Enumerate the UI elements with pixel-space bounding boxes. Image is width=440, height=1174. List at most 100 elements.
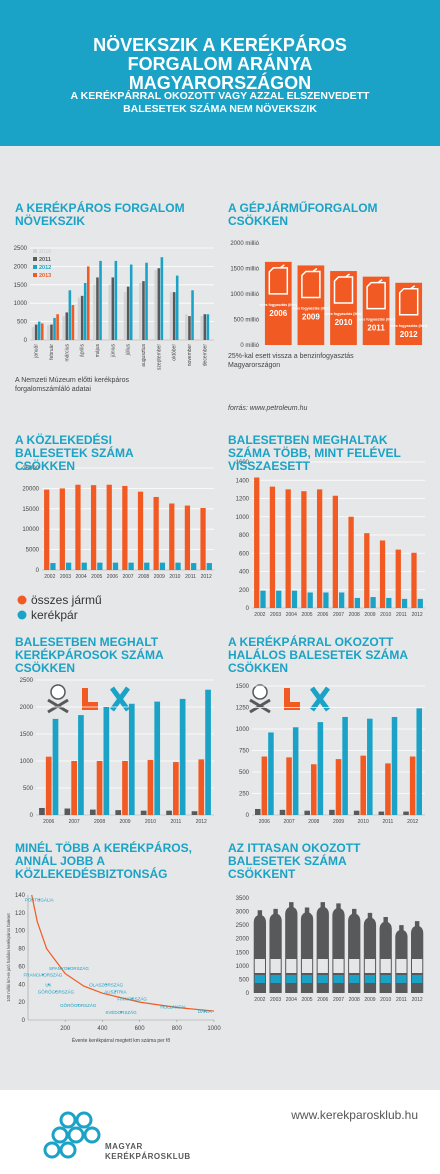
x-tick-label: 2010 — [380, 997, 391, 1003]
y-tick-label: 750 — [239, 749, 250, 755]
y-tick-label: 20 — [18, 1000, 25, 1006]
bottle-label — [364, 959, 376, 973]
y-tick-label: 600 — [239, 551, 250, 557]
legend-swatch — [33, 257, 37, 261]
bar — [206, 563, 212, 570]
bar — [154, 270, 158, 340]
y-tick-label: 0 — [246, 606, 250, 612]
bar — [353, 810, 360, 815]
bottle-band — [333, 975, 344, 983]
bar — [154, 701, 161, 815]
bar — [172, 292, 176, 340]
bar — [56, 314, 59, 340]
logo-text: KERÉKPÁROSKLUB — [105, 1152, 191, 1161]
bar — [137, 491, 144, 570]
bar — [80, 295, 84, 340]
y-tick-label: 2500 — [20, 678, 34, 684]
bottle-band — [349, 975, 360, 983]
bar — [96, 277, 99, 340]
bar — [378, 811, 385, 815]
x-tick-label: 2002 — [254, 997, 265, 1003]
y-tick-label: 20000 — [22, 486, 39, 492]
bar — [89, 809, 96, 815]
bar — [122, 761, 128, 815]
bar — [169, 503, 175, 570]
bar — [31, 327, 35, 340]
bar — [126, 286, 130, 340]
x-tick-label: április — [80, 344, 86, 358]
x-tick-label: 2012 — [412, 997, 423, 1003]
bar — [115, 810, 122, 815]
bar — [39, 807, 45, 815]
y-tick-label: 1000 — [20, 759, 34, 765]
y-tick-label: 80 — [18, 947, 25, 953]
bar — [285, 489, 291, 608]
footer-url[interactable]: www.kerekparosklub.hu — [291, 1108, 418, 1122]
bar — [276, 590, 282, 608]
y-tick-label: 800 — [239, 533, 250, 539]
bar — [269, 486, 276, 608]
bar — [44, 489, 50, 570]
bar — [206, 314, 210, 340]
x-tick-label: 2009 — [302, 312, 320, 321]
chart-title: MINÉL TÖBB A KERÉKPÁROS, ANNÁL JOBB A KÖ… — [15, 841, 192, 881]
legend-swatch — [33, 273, 37, 277]
y-tick-label: 140 — [15, 893, 26, 899]
bar — [304, 810, 310, 815]
bar — [173, 762, 179, 815]
x-tick-label: 2011 — [396, 612, 407, 618]
logo-text: MAGYAR — [105, 1142, 143, 1151]
point-label: PORTUGÁLIA — [25, 896, 54, 902]
page-subtitle: A KERÉKPÁRRAL OKOZOTT VAGY AZZAL ELSZENV… — [70, 90, 370, 115]
x-tick-label: 2011 — [367, 324, 385, 333]
bar — [391, 716, 398, 815]
x-tick-label: 2002 — [44, 574, 55, 580]
y-tick-label: 0 — [24, 338, 28, 344]
bar — [83, 282, 87, 340]
y-tick-label: 2500 — [14, 246, 28, 252]
x-tick-label: március — [64, 344, 70, 362]
y-tick-label: 2500 — [236, 923, 250, 929]
x-tick-label: 2006 — [259, 819, 270, 825]
bar — [175, 562, 181, 570]
bottle-label — [349, 959, 360, 973]
y-tick-label: 5000 — [26, 548, 40, 554]
y-tick-label: 1200 — [236, 497, 250, 503]
x-tick-label: február — [49, 344, 55, 360]
legend-label: 2011 — [39, 257, 51, 263]
bar — [145, 262, 148, 340]
bottle-label — [286, 959, 297, 973]
x-tick-label: 600 — [135, 1026, 146, 1032]
bar — [78, 715, 84, 815]
bar — [417, 598, 423, 608]
x-tick-label: október — [172, 344, 178, 361]
y-tick-label: 10000 — [22, 527, 39, 533]
point — [38, 898, 40, 901]
x-tick-label: 2009 — [333, 819, 344, 825]
x-tick-label: 2007 — [333, 997, 344, 1003]
chart-source: forrás: www.petroleum.hu — [228, 405, 308, 412]
bar — [200, 316, 204, 340]
legend-swatch — [17, 595, 27, 605]
y-tick-label: 500 — [17, 320, 28, 326]
bottle-label — [317, 959, 328, 973]
bar — [260, 590, 266, 608]
y-tick-label: 0 — [246, 991, 250, 997]
x-tick-label: 2007 — [69, 819, 80, 825]
bar — [93, 284, 96, 340]
bar — [34, 324, 38, 340]
chart-title: A KERÉKPÁRRAL OKOZOTT HALÁLOS BALESETEK … — [228, 635, 408, 675]
bar — [354, 597, 361, 608]
y-tick-label: 2000 — [236, 937, 250, 943]
legend-swatch — [33, 265, 37, 269]
x-tick-label: 2008 — [349, 612, 360, 618]
can-label: éves fogyasztás (liter) — [390, 324, 428, 328]
point — [120, 1011, 122, 1013]
x-tick-label: 2007 — [333, 612, 344, 618]
x-tick-label: 2012 — [201, 574, 212, 580]
chart-title: BALESETBEN MEGHALTAK SZÁMA TÖBB, MINT FE… — [228, 433, 401, 473]
bar — [50, 324, 53, 340]
legend-label: 2012 — [39, 265, 51, 271]
